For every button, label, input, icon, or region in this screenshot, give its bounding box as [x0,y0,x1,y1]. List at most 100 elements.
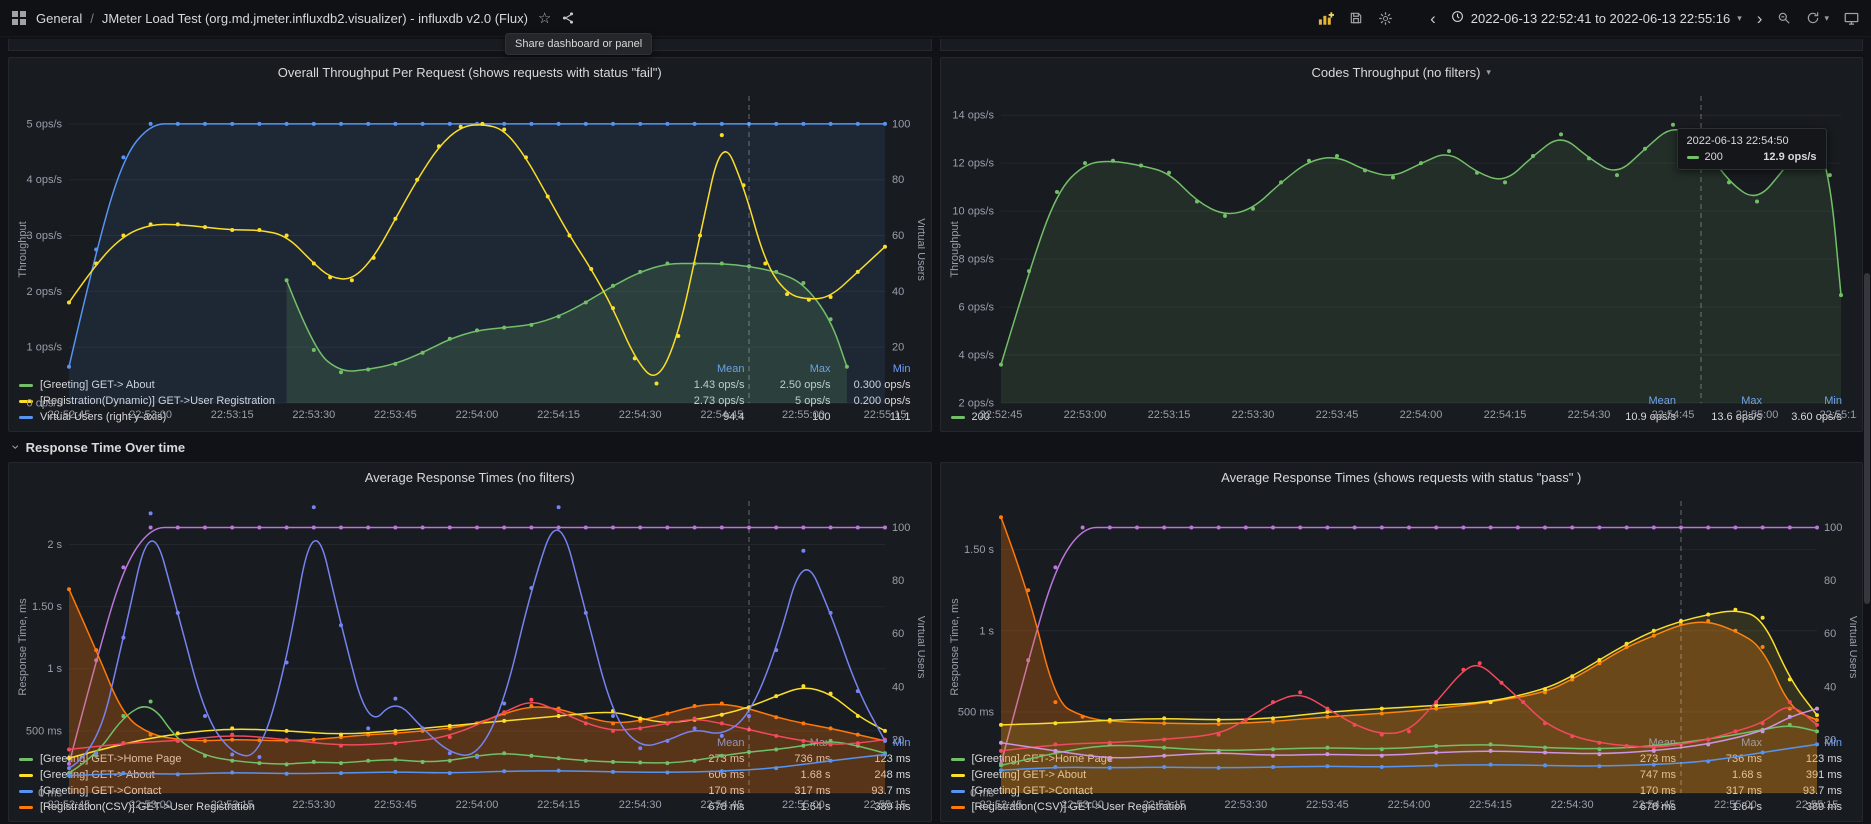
refresh-icon [1806,11,1820,25]
svg-text:22:55:15: 22:55:15 [1795,799,1838,811]
svg-text:1 s: 1 s [47,663,62,675]
svg-text:22:53:30: 22:53:30 [292,409,335,421]
panel-header[interactable]: Average Response Times (no filters) [9,463,931,491]
chart-area[interactable]: 0 ops/s 1 ops/s 2 ops/s 3 ops/s 4 ops/s 5 ops… [15,88,927,421]
legend-row: [Greeting] GET-> About 1.43 ops/s 2.50 ops… [19,377,921,393]
legend-series-label[interactable]: Virtual Users (right y-axis) [19,411,663,423]
time-range-picker[interactable]: 2022-06-13 22:52:41 to 2022-06-13 22:55:… [1451,10,1742,26]
svg-text:20: 20 [1824,734,1836,746]
caret-down-icon: ▾ [1824,12,1829,23]
svg-text:80: 80 [892,174,904,186]
cut-panel-fragment [8,39,932,51]
svg-text:22:53:45: 22:53:45 [374,409,417,421]
svg-text:Response Time, ms: Response Time, ms [949,598,961,696]
svg-text:Virtual Users: Virtual Users [1847,616,1857,679]
legend-row: [Greeting] GET->Home Page 273 ms 736 ms 123… [950,751,1853,767]
svg-text:22:52:45: 22:52:45 [48,409,91,421]
breadcrumb: General / JMeter Load Test (org.md.jmete… [36,11,528,26]
legend-row: [Registration(Dynamic)] GET->User Regist… [19,393,921,409]
cut-panel-fragment [939,39,1863,51]
svg-text:0 ms: 0 ms [970,788,994,800]
svg-text:22:55:00: 22:55:00 [1713,799,1756,811]
svg-text:60: 60 [892,628,904,640]
legend-series-label[interactable]: [Registration(Dynamic)] GET->User Regist… [19,395,663,407]
dashboard-settings-button[interactable] [1378,11,1393,26]
save-dashboard-button[interactable] [1349,11,1363,25]
share-dashboard-button[interactable] [561,11,575,25]
legend-row: [Registration(CSV)] GET->User Registrati… [19,799,921,815]
row-toggle-response-time-over-time[interactable]: › Response Time Over time [8,432,1863,462]
legend-series-label[interactable]: [Greeting] GET->Home Page [950,753,1595,765]
svg-text:22:54:15: 22:54:15 [1483,409,1526,421]
previous-row-cutoff [8,39,1863,51]
legend-row: [Registration(CSV)] GET->User Registrati… [950,799,1853,815]
legend-row: Virtual Users (right y-axis) 94.4 100 11.1 [19,409,921,425]
svg-text:22:54:30: 22:54:30 [619,409,662,421]
time-shift-back-button[interactable]: ‹ [1430,8,1436,28]
svg-text:5 ops/s: 5 ops/s [27,118,63,130]
chart-svg: 0 ms 500 ms 1 s 1.50 s 20 40 60 80 100 22:52:45 22… [949,501,1859,811]
legend-series-label[interactable]: 200 [950,411,1595,423]
panel-header[interactable]: Codes Throughput (no filters) ▾ [941,58,1863,86]
svg-text:0 ms: 0 ms [38,788,62,800]
refresh-button[interactable]: ▾ [1806,11,1829,25]
svg-text:22:53:30: 22:53:30 [1224,799,1267,811]
svg-text:Virtual Users: Virtual Users [915,218,925,281]
add-panel-button[interactable] [1318,11,1335,26]
svg-text:22:54:15: 22:54:15 [1469,799,1512,811]
tooltip-series-marker [1686,155,1699,159]
svg-text:14 ops/s: 14 ops/s [952,110,994,122]
legend-series-marker [950,789,965,793]
svg-text:4 ops/s: 4 ops/s [958,350,994,362]
time-shift-forward-button[interactable]: › [1756,8,1763,28]
svg-text:60: 60 [892,230,904,242]
zoom-out-button[interactable] [1777,11,1791,25]
zoom-out-icon [1777,11,1791,25]
chart-area[interactable]: 2 ops/s 4 ops/s 6 ops/s 8 ops/s 10 ops/s 12 o… [947,88,1862,421]
star-dashboard-button[interactable]: ☆ [538,9,551,27]
panel-header[interactable]: Average Response Times (shows requests w… [941,463,1863,491]
chart-svg: 0 ops/s 1 ops/s 2 ops/s 3 ops/s 4 ops/s 5 ops… [17,96,927,421]
svg-text:22:55:15: 22:55:15 [1819,409,1856,421]
legend-series-marker [19,789,33,793]
svg-text:22:54:15: 22:54:15 [537,409,580,421]
panel-header[interactable]: Overall Throughput Per Request (shows re… [9,58,931,86]
svg-text:1 ops/s: 1 ops/s [27,342,63,354]
svg-text:Throughput: Throughput [17,221,29,277]
breadcrumb-folder[interactable]: General [36,10,83,26]
legend-series-marker [950,805,965,809]
legend: Mean Max Min [Greeting] GET-> About 1.43 ops… [9,359,931,431]
dashboard-title[interactable]: JMeter Load Test (org.md.jmeter.influxdb… [101,10,528,26]
legend-series-label[interactable]: [Registration(CSV)] GET->User Registrati… [19,801,663,813]
legend-header: Mean Max Min [716,363,911,375]
svg-text:Virtual Users: Virtual Users [915,616,925,679]
breadcrumb-separator: / [90,10,94,26]
chart-svg: 2 ops/s 4 ops/s 6 ops/s 8 ops/s 10 ops/s 12 o… [949,96,1862,421]
legend-series-label[interactable]: [Greeting] GET-> About [19,379,663,391]
monitor-icon [1844,11,1859,26]
chart-area[interactable]: 0 ms 500 ms 1 s 1.50 s 20 40 60 80 100 22:52:45 22… [947,493,1859,811]
cycle-view-button[interactable] [1844,11,1859,26]
legend-series-label[interactable]: [Greeting] GET->Contact [950,785,1595,797]
svg-text:22:53:15: 22:53:15 [1147,409,1190,421]
svg-text:Throughput: Throughput [949,221,961,277]
legend: Mean Max Min 200 10.9 ops/s 13.6 ops/s 3.60 op… [941,391,1863,431]
legend-series-label[interactable]: [Registration(CSV)] GET->User Registrati… [950,801,1595,813]
legend-series-marker [950,415,965,419]
svg-text:22:52:45: 22:52:45 [979,799,1022,811]
svg-text:22:54:45: 22:54:45 [1632,799,1675,811]
svg-text:22:54:00: 22:54:00 [1387,799,1430,811]
svg-text:22:54:45: 22:54:45 [1651,409,1694,421]
svg-text:22:54:30: 22:54:30 [1567,409,1610,421]
scrollbar-thumb[interactable] [1864,273,1870,604]
svg-text:6 ops/s: 6 ops/s [958,302,994,314]
svg-text:22:55:15: 22:55:15 [864,799,907,811]
grid-icon [12,11,26,25]
svg-text:22:53:00: 22:53:00 [129,409,172,421]
apps-menu-button[interactable] [12,11,26,25]
scrollbar[interactable] [1863,37,1871,824]
panel-overall-throughput: Overall Throughput Per Request (shows re… [8,57,932,432]
svg-text:22:53:45: 22:53:45 [374,799,417,811]
legend-series-label[interactable]: [Greeting] GET->Contact [19,785,663,797]
chart-area[interactable]: 0 ms 500 ms 1 s 1.50 s 2 s 20 40 60 80 100 22:52:4… [15,493,927,811]
